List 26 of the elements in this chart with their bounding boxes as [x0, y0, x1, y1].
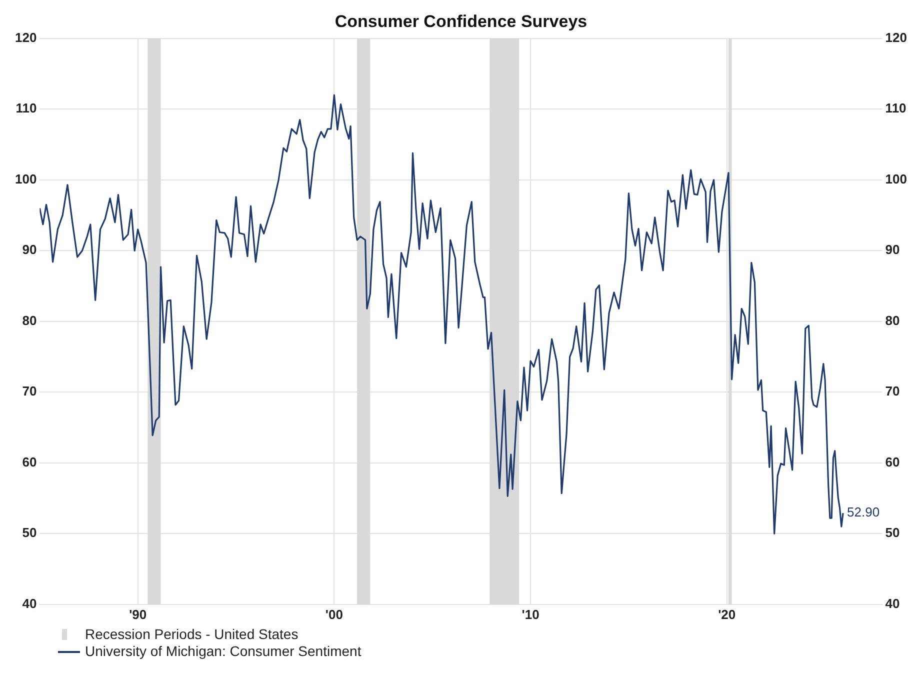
y-tick-label: 80 — [22, 312, 37, 328]
y-tick-label: 90 — [22, 242, 37, 258]
y2-tick-label: 60 — [885, 454, 900, 470]
y2-tick-label: 80 — [885, 312, 900, 328]
y-tick-label: 40 — [22, 596, 37, 611]
y2-tick-label: 100 — [885, 171, 908, 186]
x-tick-label: '10 — [522, 606, 540, 622]
x-tick-label: '90 — [129, 606, 147, 622]
y-tick-label: 60 — [22, 454, 37, 470]
y-tick-label: 120 — [14, 30, 37, 45]
y2-tick-label: 90 — [885, 242, 900, 258]
legend-label: Recession Periods - United States — [85, 626, 298, 643]
y2-tick-label: 110 — [885, 100, 906, 116]
chart-title: Consumer Confidence Surveys — [334, 12, 588, 31]
y-tick-label: 50 — [22, 525, 37, 540]
annotation: 52.90 — [847, 504, 880, 520]
y2-tick-label: 40 — [885, 596, 900, 611]
y2-tick-label: 70 — [885, 384, 900, 399]
y-tick-label: 70 — [22, 384, 37, 399]
y2-tick-label: 50 — [885, 525, 900, 540]
x-tick-label: '20 — [718, 606, 736, 622]
legend-label: University of Michigan: Consumer Sentiment — [85, 643, 362, 660]
y2-tick-label: 120 — [885, 30, 908, 45]
x-tick-label: '00 — [325, 606, 343, 622]
y-tick-label: 110 — [16, 100, 37, 116]
y-tick-label: 100 — [14, 171, 37, 186]
